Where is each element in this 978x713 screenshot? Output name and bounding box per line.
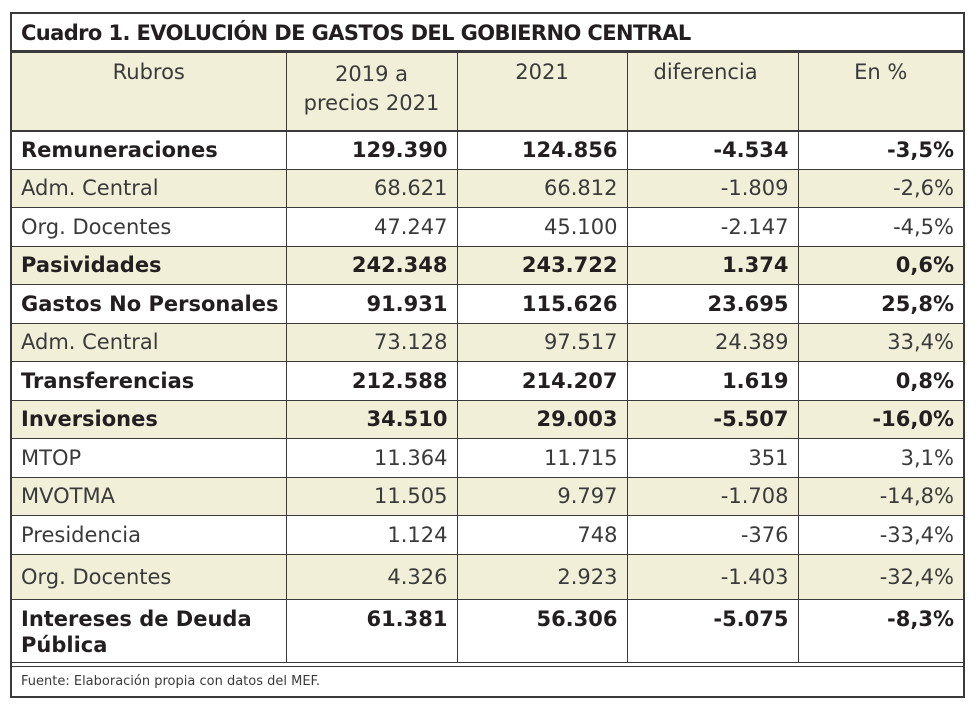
cell-percent: -2,6% (797, 168, 963, 208)
cell-2021: 124.856 (456, 130, 628, 170)
cell-2021: 11.715 (456, 438, 628, 478)
table-row: Adm. Central 68.621 66.812 -1.809 -2,6% (12, 168, 963, 208)
cell-2019: 1.124 (285, 515, 458, 555)
cell-percent: 25,8% (797, 284, 963, 324)
cell-2021: 214.207 (456, 361, 628, 401)
row-label: Pasividades (12, 245, 287, 285)
cell-diferencia: -5.507 (626, 399, 799, 439)
cell-2019: 91.931 (285, 284, 458, 324)
header-row: Rubros 2019 a precios 2021 2021 diferenc… (12, 52, 963, 132)
table-row: Pasividades 242.348 243.722 1.374 0,6% (12, 245, 963, 285)
table-row: Org. Docentes 47.247 45.100 -2.147 -4,5% (12, 207, 963, 247)
row-label: Remuneraciones (12, 130, 287, 170)
column-header-diferencia: diferencia (626, 52, 799, 132)
cell-2019: 73.128 (285, 322, 458, 362)
cell-diferencia: 23.695 (626, 284, 799, 324)
cell-percent: -14,8% (797, 476, 963, 516)
row-label: Org. Docentes (12, 553, 287, 600)
cell-percent: 0,6% (797, 245, 963, 285)
row-label: MVOTMA (12, 476, 287, 516)
cell-diferencia: 1.374 (626, 245, 799, 285)
cell-2019: 129.390 (285, 130, 458, 170)
cell-2019: 68.621 (285, 168, 458, 208)
cell-2019: 242.348 (285, 245, 458, 285)
table-row: Adm. Central 73.128 97.517 24.389 33,4% (12, 322, 963, 362)
row-label: Org. Docentes (12, 207, 287, 247)
row-label: Adm. Central (12, 168, 287, 208)
cell-2021: 29.003 (456, 399, 628, 439)
cell-2019: 4.326 (285, 553, 458, 600)
cell-diferencia: 351 (626, 438, 799, 478)
cell-2019: 34.510 (285, 399, 458, 439)
cell-2021: 115.626 (456, 284, 628, 324)
row-label: Adm. Central (12, 322, 287, 362)
column-header-percent: En % (797, 52, 963, 132)
cell-percent: 0,8% (797, 361, 963, 401)
cell-percent: -3,5% (797, 130, 963, 170)
cell-2021: 56.306 (456, 598, 628, 663)
table-row: Presidencia 1.124 748 -376 -33,4% (12, 515, 963, 555)
cell-percent: -16,0% (797, 399, 963, 439)
table-row: Gastos No Personales 91.931 115.626 23.6… (12, 284, 963, 324)
row-label: Transferencias (12, 361, 287, 401)
cell-2021: 9.797 (456, 476, 628, 516)
column-header-rubros: Rubros (12, 52, 287, 132)
cell-percent: -33,4% (797, 515, 963, 555)
cell-percent: -8,3% (797, 598, 963, 663)
cell-diferencia: -1.809 (626, 168, 799, 208)
column-header-2019-label: 2019 a precios 2021 (303, 62, 440, 115)
cell-2019: 47.247 (285, 207, 458, 247)
cell-diferencia: -4.534 (626, 130, 799, 170)
cell-diferencia: -1.708 (626, 476, 799, 516)
cell-2021: 2.923 (456, 553, 628, 600)
cell-diferencia: -5.075 (626, 598, 799, 663)
cell-2019: 212.588 (285, 361, 458, 401)
row-label: Inversiones (12, 399, 287, 439)
table-row: Inversiones 34.510 29.003 -5.507 -16,0% (12, 399, 963, 439)
cell-2021: 45.100 (456, 207, 628, 247)
cell-diferencia: 24.389 (626, 322, 799, 362)
cell-2019: 11.505 (285, 476, 458, 516)
column-header-2019: 2019 a precios 2021 (285, 52, 458, 132)
cell-diferencia: -376 (626, 515, 799, 555)
table-title: Cuadro 1. EVOLUCIÓN DE GASTOS DEL GOBIER… (12, 14, 963, 52)
cell-2021: 748 (456, 515, 628, 555)
cell-diferencia: 1.619 (626, 361, 799, 401)
table-row: Transferencias 212.588 214.207 1.619 0,8… (12, 361, 963, 401)
source-note: Fuente: Elaboración propia con datos del… (12, 666, 963, 696)
row-label: Intereses de Deuda Pública (12, 598, 287, 663)
cell-2021: 66.812 (456, 168, 628, 208)
table-row: Remuneraciones 129.390 124.856 -4.534 -3… (12, 130, 963, 170)
cell-diferencia: -1.403 (626, 553, 799, 600)
table-row: MVOTMA 11.505 9.797 -1.708 -14,8% (12, 476, 963, 516)
column-header-2021: 2021 (456, 52, 628, 132)
cell-diferencia: -2.147 (626, 207, 799, 247)
cell-2021: 243.722 (456, 245, 628, 285)
table-frame: Cuadro 1. EVOLUCIÓN DE GASTOS DEL GOBIER… (10, 12, 965, 698)
expenses-table: Rubros 2019 a precios 2021 2021 diferenc… (12, 52, 963, 663)
table-row: Intereses de Deuda Pública 61.381 56.306… (12, 598, 963, 663)
table-row: Org. Docentes 4.326 2.923 -1.403 -32,4% (12, 553, 963, 600)
row-label: MTOP (12, 438, 287, 478)
row-label: Presidencia (12, 515, 287, 555)
cell-percent: 3,1% (797, 438, 963, 478)
cell-2021: 97.517 (456, 322, 628, 362)
cell-percent: 33,4% (797, 322, 963, 362)
cell-percent: -32,4% (797, 553, 963, 600)
cell-2019: 61.381 (285, 598, 458, 663)
cell-2019: 11.364 (285, 438, 458, 478)
table-row: MTOP 11.364 11.715 351 3,1% (12, 438, 963, 478)
cell-percent: -4,5% (797, 207, 963, 247)
row-label: Gastos No Personales (12, 284, 287, 324)
